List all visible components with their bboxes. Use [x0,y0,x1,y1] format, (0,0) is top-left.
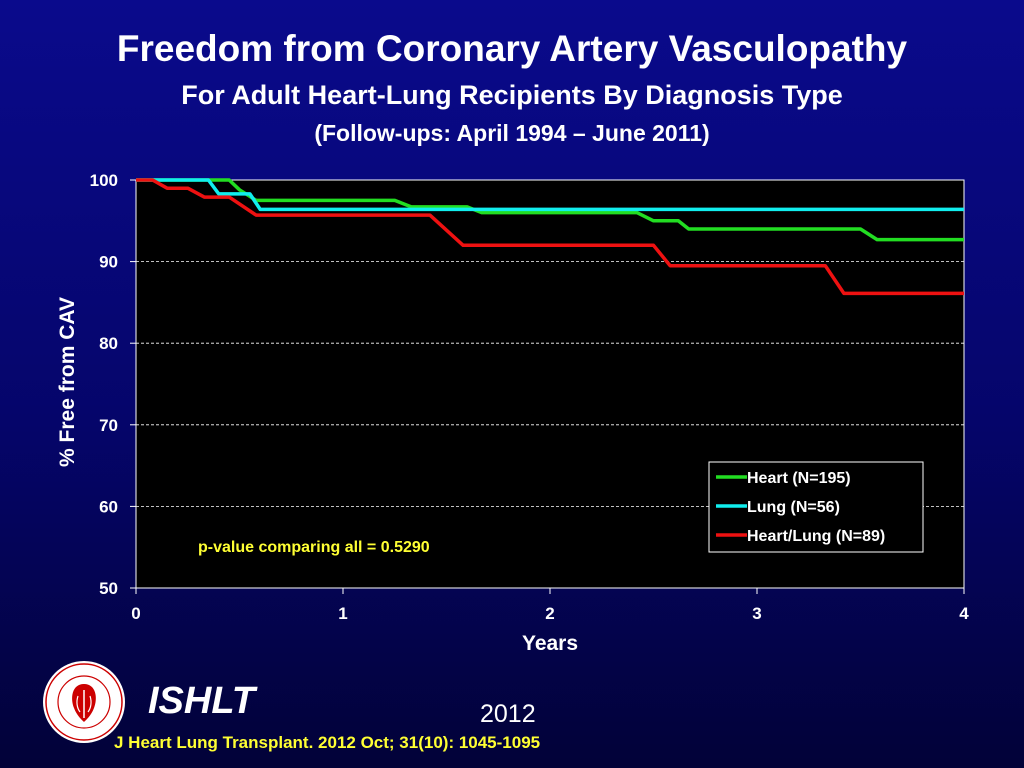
org-name: ISHLT [148,680,255,722]
y-axis-label: % Free from CAV [56,297,79,467]
ishlt-logo-icon [43,661,125,743]
chart-subtitle: For Adult Heart-Lung Recipients By Diagn… [181,80,843,110]
x-tick-label: 0 [131,604,140,623]
y-tick-label: 100 [90,171,118,190]
y-tick-label: 90 [99,253,118,272]
x-axis-label: Years [522,632,578,655]
y-tick-label: 60 [99,497,118,516]
legend-entry: Lung (N=56) [747,499,840,516]
x-tick-label: 4 [959,604,969,623]
series-line-heart-lung [136,178,964,296]
x-tick-label: 2 [545,604,554,623]
x-tick-label: 3 [752,604,761,623]
citation: J Heart Lung Transplant. 2012 Oct; 31(10… [114,733,541,752]
p-value-annotation: p-value comparing all = 0.5290 [198,539,430,556]
y-tick-label: 70 [99,416,118,435]
chart-title: Freedom from Coronary Artery Vasculopath… [116,28,908,69]
y-tick-label: 50 [99,579,118,598]
x-tick-label: 1 [338,604,347,623]
publication-year: 2012 [480,700,536,728]
y-tick-label: 80 [99,334,118,353]
series-line-lung [136,178,964,212]
followup-range: (Follow-ups: April 1994 – June 2011) [314,120,710,146]
legend-entry: Heart/Lung (N=89) [747,528,885,545]
legend-entry: Heart (N=195) [747,470,851,487]
